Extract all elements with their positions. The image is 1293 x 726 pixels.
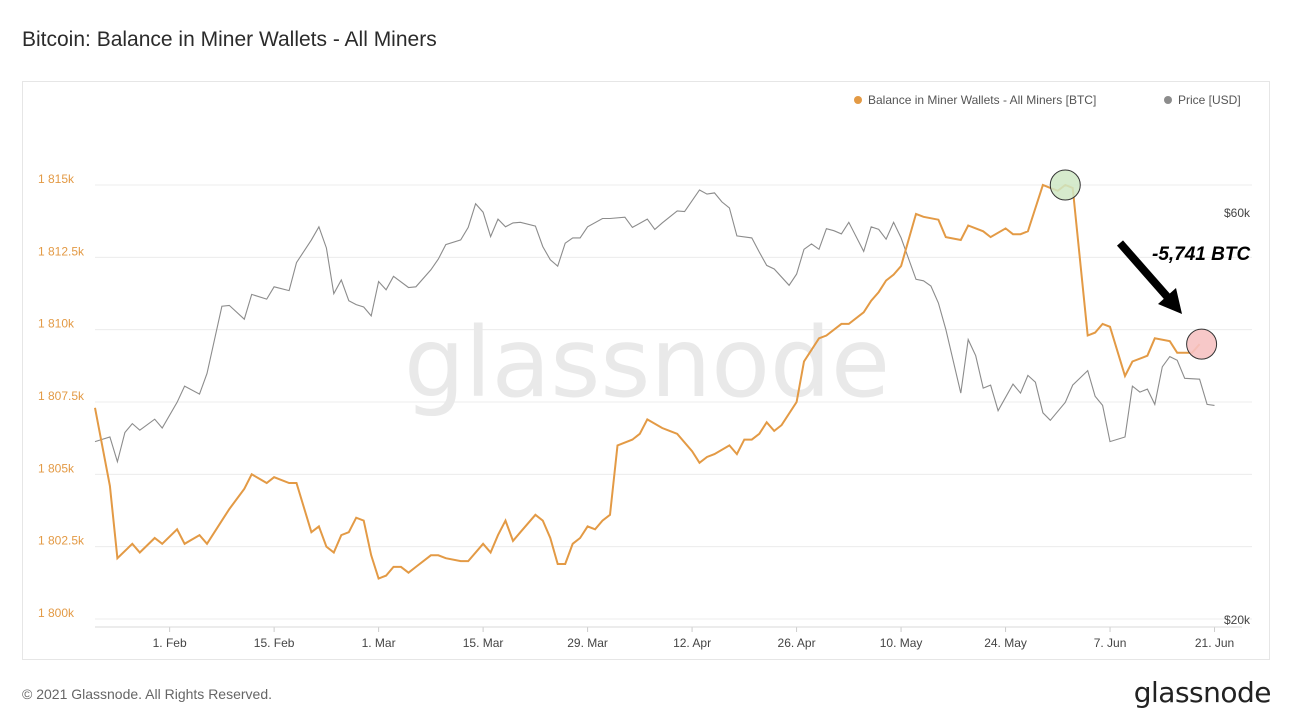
chart-frame (22, 81, 1270, 660)
x-tick-label: 21. Jun (1195, 636, 1234, 650)
legend-label[interactable]: Balance in Miner Wallets - All Miners [B… (868, 93, 1096, 107)
right-tick-label: $20k (1224, 613, 1251, 627)
price-series[interactable] (94, 189, 1215, 464)
x-tick-label: 1. Feb (153, 636, 187, 650)
legend[interactable]: Balance in Miner Wallets - All Miners [B… (854, 93, 1241, 107)
balance-series[interactable] (94, 183, 1201, 580)
left-tick-label: 1 802.5k (38, 534, 85, 548)
legend-swatch (854, 96, 862, 104)
x-tick-label: 24. May (984, 636, 1027, 650)
x-tick-label: 10. May (880, 636, 923, 650)
end-marker (1186, 328, 1218, 360)
arrow-shaft (1116, 240, 1175, 304)
x-tick-label: 15. Mar (463, 636, 504, 650)
right-axis: $20k $60k (1224, 206, 1251, 627)
legend-swatch (1164, 96, 1172, 104)
right-tick-label: $60k (1224, 206, 1251, 220)
price-line[interactable] (94, 189, 1215, 464)
left-tick-label: 1 807.5k (38, 389, 85, 403)
annotation-layer: -5,741 BTC (1049, 169, 1250, 360)
balance-line[interactable] (94, 183, 1201, 580)
left-tick-label: 1 810k (38, 317, 75, 331)
x-tick-label: 26. Apr (778, 636, 816, 650)
left-axis: 1 800k 1 802.5k 1 805k 1 807.5k 1 810k 1 812.… (38, 172, 85, 620)
glassnode-logo[interactable]: glassnode (1133, 676, 1272, 709)
x-tick-label: 7. Jun (1094, 636, 1127, 650)
left-tick-label: 1 812.5k (38, 244, 85, 258)
annotation-label: -5,741 BTC (1152, 244, 1250, 265)
chart-title: Bitcoin: Balance in Miner Wallets - All … (22, 28, 437, 51)
copyright-text: © 2021 Glassnode. All Rights Reserved. (22, 686, 273, 702)
x-tick-label: 1. Mar (362, 636, 396, 650)
x-axis: 1. Feb 15. Feb 1. Mar 15. Mar 29. Mar 12. Apr… (95, 626, 1242, 650)
peak-marker (1049, 169, 1081, 201)
legend-label[interactable]: Price [USD] (1178, 93, 1241, 107)
left-tick-label: 1 805k (38, 461, 75, 475)
x-tick-label: 29. Mar (567, 636, 608, 650)
watermark: glassnode (404, 307, 890, 419)
left-tick-label: 1 800k (38, 606, 75, 620)
x-tick-label: 12. Apr (673, 636, 711, 650)
arrow-head (1158, 288, 1182, 314)
x-tick-label: 15. Feb (254, 636, 295, 650)
left-tick-label: 1 815k (38, 172, 75, 186)
